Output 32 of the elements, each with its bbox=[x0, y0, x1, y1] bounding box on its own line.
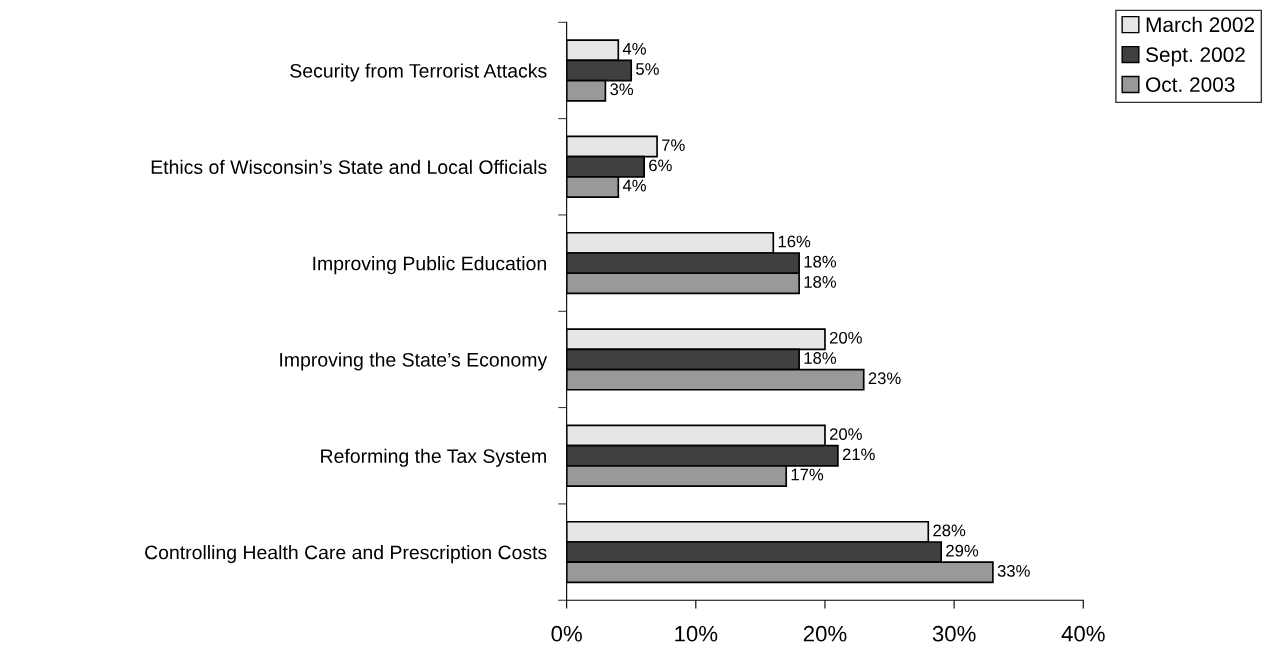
legend-label: March 2002 bbox=[1146, 16, 1255, 33]
x-tick-label: 20% bbox=[803, 625, 847, 642]
data-label: 20% bbox=[829, 428, 862, 440]
data-label: 29% bbox=[946, 544, 979, 557]
data-label: 20% bbox=[829, 331, 862, 344]
data-label: 5% bbox=[636, 63, 659, 75]
legend-label: Sept. 2002 bbox=[1146, 47, 1245, 67]
y-tick-label: Ethics of Wisconsin’s State and Local Officials bbox=[151, 159, 547, 175]
data-label: 6% bbox=[649, 159, 672, 172]
y-tick-label: Security from Terrorist Attacks bbox=[290, 63, 547, 82]
data-label: 23% bbox=[868, 372, 901, 385]
x-tick-label: 30% bbox=[932, 625, 976, 642]
x-tick-label: 10% bbox=[675, 625, 718, 642]
y-tick-label: Controlling Health Care and Prescription Costs bbox=[145, 545, 547, 564]
data-label: 7% bbox=[662, 139, 685, 151]
data-label: 3% bbox=[610, 83, 634, 96]
data-label: 28% bbox=[933, 524, 966, 537]
y-tick-label: Improving Public Education bbox=[313, 256, 546, 275]
data-label: 17% bbox=[791, 468, 824, 481]
data-label: 4% bbox=[622, 42, 646, 55]
data-label: 16% bbox=[778, 235, 811, 248]
data-label: 33% bbox=[997, 564, 1030, 577]
data-label: 4% bbox=[622, 179, 646, 192]
x-tick-label: 40% bbox=[1061, 625, 1105, 642]
legend-label: Oct. 2003 bbox=[1146, 77, 1235, 92]
data-label: 18% bbox=[804, 352, 837, 364]
y-tick-label: Reforming the Tax System bbox=[321, 448, 546, 467]
data-label: 21% bbox=[842, 448, 875, 461]
data-label: 18% bbox=[804, 255, 837, 268]
y-tick-label: Improving the State’s Economy bbox=[280, 352, 548, 371]
data-label: 18% bbox=[804, 276, 837, 288]
x-tick-label: 0% bbox=[551, 625, 582, 642]
